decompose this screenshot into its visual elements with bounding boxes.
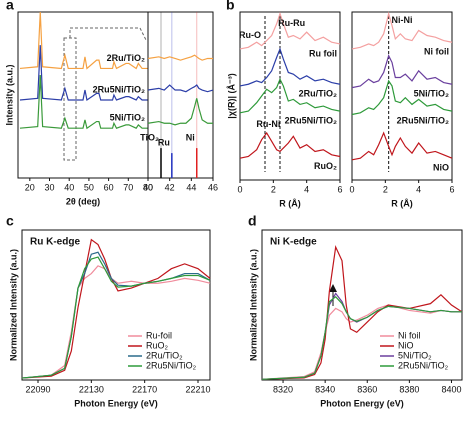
x-tick-label: 44 (186, 182, 196, 192)
y-axis-label: |χ(R)| (Å⁻³) (226, 73, 236, 118)
series-line (239, 131, 341, 159)
zoom-connector (69, 27, 147, 41)
annotation: Ru-O (239, 30, 261, 40)
panel-label: c (6, 213, 14, 229)
x-tick-label: 60 (104, 182, 114, 192)
panel-label: a (6, 0, 14, 13)
x-tick-label: 8400 (441, 384, 461, 394)
series-line (19, 11, 148, 70)
series-line (351, 54, 453, 89)
x-tick-label: 0 (237, 184, 242, 194)
legend-label: 2Ru/TiO₂ (146, 350, 183, 360)
x-tick-label: 8320 (273, 384, 293, 394)
x-tick-label: 22090 (25, 384, 50, 394)
legend-label: 2Ru5Ni/TiO₂ (146, 360, 197, 370)
series-line (21, 265, 211, 379)
series-line (351, 79, 453, 116)
x-tick-label: 6 (337, 184, 342, 194)
series-line (261, 296, 462, 380)
zoom-box (63, 37, 77, 161)
x-axis-label: 2θ (deg) (66, 196, 100, 206)
y-axis-label: Intensity (a.u.) (4, 64, 14, 125)
x-tick-label: 22170 (132, 384, 157, 394)
series-label: 2Ru/TiO₂ (299, 89, 337, 99)
x-tick-label: 70 (123, 182, 133, 192)
series-line (19, 75, 148, 130)
series-line (351, 131, 453, 161)
reference-label: Ru (158, 137, 170, 147)
series-line (239, 47, 341, 87)
series-label: 2Ru5Ni/TiO₂ (397, 115, 449, 125)
series-line (147, 84, 214, 93)
panel-label: d (248, 213, 257, 229)
plot-frame (147, 11, 214, 179)
x-tick-label: 8340 (315, 384, 335, 394)
x-axis-label: Photon Energy (eV) (320, 398, 404, 408)
legend-label: 5Ni/TiO₂ (398, 350, 432, 360)
x-tick-label: 4 (304, 184, 309, 194)
x-tick-label: 2 (383, 184, 388, 194)
x-axis-label: R (Å) (391, 198, 413, 208)
plot-frame (239, 11, 341, 181)
series-line (21, 238, 211, 379)
series-label: 2Ru5Ni/TiO₂ (93, 84, 145, 94)
x-tick-label: 42 (165, 182, 175, 192)
x-axis-label: R (Å) (279, 198, 301, 208)
legend-label: Ru-foil (146, 330, 172, 340)
trend-arrow-head (329, 284, 337, 292)
series-line (239, 77, 341, 114)
series-line (21, 256, 211, 379)
series-label: NiO (433, 163, 449, 173)
plot-frame (351, 11, 453, 181)
series-label: 2Ru5Ni/TiO₂ (285, 115, 337, 125)
x-tick-label: 30 (45, 182, 55, 192)
series-line (147, 54, 213, 61)
x-tick-label: 2 (271, 184, 276, 194)
x-tick-label: 80 (143, 182, 153, 192)
legend-label: Ni foil (398, 330, 421, 340)
panel-title: Ru K-edge (30, 237, 80, 248)
panel-title: Ni K-edge (270, 237, 317, 248)
x-tick-label: 20 (25, 182, 35, 192)
series-line (19, 45, 148, 101)
series-label: 5Ni/TiO₂ (110, 113, 145, 123)
series-label: 5Ni/TiO₂ (414, 89, 449, 99)
series-label: RuO₂ (314, 161, 337, 171)
annotation: Ru-Ru (278, 18, 305, 28)
y-axis-label: Normalized Intensity (a.u.) (248, 249, 258, 361)
x-tick-label: 8380 (399, 384, 419, 394)
x-tick-label: 8360 (357, 384, 377, 394)
x-tick-label: 50 (84, 182, 94, 192)
series-line (147, 98, 213, 126)
legend-label: NiO (398, 340, 414, 350)
series-label: Ni foil (424, 47, 449, 57)
plot-frame (21, 229, 211, 381)
reference-label: Ni (186, 132, 195, 142)
x-tick-label: 22130 (79, 384, 104, 394)
annotation: Ni-Ni (392, 15, 413, 25)
reference-label: TiO₂ (140, 132, 159, 142)
x-tick-label: 4 (416, 184, 421, 194)
series-label: Ru foil (309, 48, 337, 58)
plot-frame (261, 229, 463, 381)
legend-label: 2Ru5Ni/TiO₂ (398, 360, 449, 370)
x-tick-label: 46 (208, 182, 218, 192)
series-line (261, 244, 463, 380)
y-axis-label: Normalized Intensity (a.u.) (8, 249, 18, 361)
x-axis-label: Photon Energy (eV) (74, 398, 158, 408)
x-tick-label: 0 (349, 184, 354, 194)
series-line (351, 11, 453, 50)
x-tick-label: 22210 (185, 384, 210, 394)
x-tick-label: 6 (449, 184, 454, 194)
panel-label: b (226, 0, 235, 13)
legend-label: RuO₂ (146, 340, 169, 350)
series-label: 2Ru/TiO₂ (107, 53, 145, 63)
x-tick-label: 40 (64, 182, 74, 192)
annotation: Ru-Ni (256, 119, 280, 129)
series-line (239, 11, 341, 50)
x-tick-label: 40 (143, 182, 153, 192)
